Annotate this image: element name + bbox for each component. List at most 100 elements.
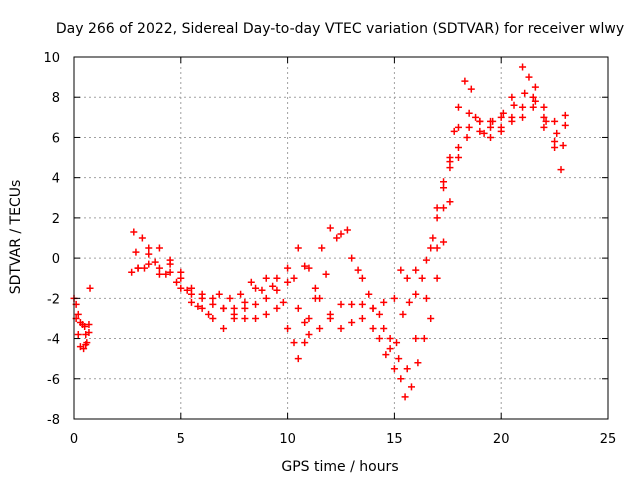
data-point bbox=[510, 101, 518, 109]
data-point bbox=[553, 129, 561, 137]
data-point bbox=[262, 294, 270, 302]
data-point bbox=[412, 290, 420, 298]
data-point bbox=[294, 355, 302, 363]
data-point bbox=[525, 73, 533, 81]
data-point bbox=[472, 113, 480, 121]
data-point bbox=[305, 264, 313, 272]
data-point bbox=[433, 244, 441, 252]
data-point bbox=[358, 300, 366, 308]
series-track-e bbox=[130, 103, 567, 383]
series-track-b bbox=[72, 300, 91, 347]
data-point bbox=[559, 141, 567, 149]
data-point bbox=[290, 339, 298, 347]
data-point bbox=[74, 310, 82, 318]
data-point bbox=[230, 304, 238, 312]
data-point bbox=[440, 178, 448, 186]
data-point bbox=[508, 117, 516, 125]
ticks-layer: 0 5 10 15 20 25 -8 -6 -4 -2 0 2 4 6 8 10 bbox=[43, 51, 616, 447]
data-point bbox=[433, 204, 441, 212]
data-point bbox=[138, 234, 146, 242]
y-tick-label: 6 bbox=[52, 131, 60, 146]
x-tick-label: 10 bbox=[279, 432, 296, 447]
data-point bbox=[132, 248, 140, 256]
data-point bbox=[301, 339, 309, 347]
data-point bbox=[531, 97, 539, 105]
data-point bbox=[529, 93, 537, 101]
data-point bbox=[497, 113, 505, 121]
data-point bbox=[85, 329, 93, 337]
data-point bbox=[454, 123, 462, 131]
data-point bbox=[358, 314, 366, 322]
data-point bbox=[551, 117, 559, 125]
data-point bbox=[145, 260, 153, 268]
data-point bbox=[407, 383, 415, 391]
y-tick-label: 2 bbox=[52, 212, 60, 227]
data-point bbox=[145, 250, 153, 258]
y-tick-label: -2 bbox=[47, 292, 60, 307]
data-point bbox=[230, 310, 238, 318]
data-point bbox=[311, 284, 319, 292]
data-point bbox=[241, 298, 249, 306]
data-point bbox=[151, 258, 159, 266]
data-point bbox=[561, 111, 569, 119]
data-point bbox=[557, 166, 565, 174]
data-point bbox=[390, 365, 398, 373]
data-point bbox=[337, 325, 345, 332]
x-tick-label: 15 bbox=[386, 432, 403, 447]
data-point bbox=[348, 300, 356, 308]
data-point bbox=[465, 109, 473, 117]
data-point bbox=[284, 264, 292, 272]
data-point bbox=[209, 300, 217, 308]
data-point bbox=[454, 154, 462, 162]
data-point bbox=[130, 228, 138, 236]
data-point bbox=[390, 294, 398, 302]
y-tick-label: 0 bbox=[52, 252, 60, 267]
data-point bbox=[187, 290, 195, 298]
data-point bbox=[465, 123, 473, 131]
data-point bbox=[540, 103, 548, 111]
y-tick-label: -6 bbox=[47, 373, 60, 388]
data-point bbox=[369, 304, 377, 312]
data-point bbox=[354, 266, 362, 274]
data-point bbox=[187, 298, 195, 306]
data-point bbox=[237, 290, 245, 298]
data-point bbox=[273, 304, 281, 312]
data-point bbox=[399, 310, 407, 318]
data-point bbox=[128, 268, 136, 276]
data-point bbox=[247, 278, 255, 286]
data-point bbox=[440, 238, 448, 246]
data-point bbox=[403, 274, 411, 282]
data-point bbox=[420, 335, 428, 343]
data-point bbox=[461, 77, 469, 85]
data-point bbox=[252, 314, 260, 322]
grid-layer bbox=[74, 57, 608, 419]
data-point bbox=[80, 345, 88, 353]
data-point bbox=[134, 264, 142, 272]
data-point bbox=[290, 274, 298, 282]
data-point bbox=[412, 335, 420, 343]
data-point bbox=[497, 127, 505, 135]
data-point bbox=[258, 286, 266, 294]
data-point bbox=[205, 310, 213, 318]
data-point bbox=[155, 264, 163, 272]
data-point bbox=[422, 294, 430, 302]
data-point bbox=[521, 89, 529, 97]
data-point bbox=[397, 375, 405, 383]
data-point bbox=[433, 274, 441, 282]
series-track-g bbox=[132, 89, 569, 401]
data-point bbox=[86, 284, 94, 292]
data-point bbox=[252, 284, 260, 292]
y-tick-label: 8 bbox=[52, 91, 60, 106]
data-point bbox=[386, 345, 394, 353]
data-point bbox=[358, 274, 366, 282]
data-point bbox=[198, 290, 206, 298]
x-tick-label: 0 bbox=[70, 432, 78, 447]
data-point bbox=[284, 325, 292, 332]
data-point bbox=[333, 234, 341, 242]
data-point bbox=[440, 184, 448, 192]
data-point bbox=[269, 282, 277, 290]
data-point bbox=[529, 103, 537, 111]
data-point bbox=[519, 113, 527, 121]
y-tick-label: 4 bbox=[52, 172, 60, 187]
data-point bbox=[429, 234, 437, 242]
